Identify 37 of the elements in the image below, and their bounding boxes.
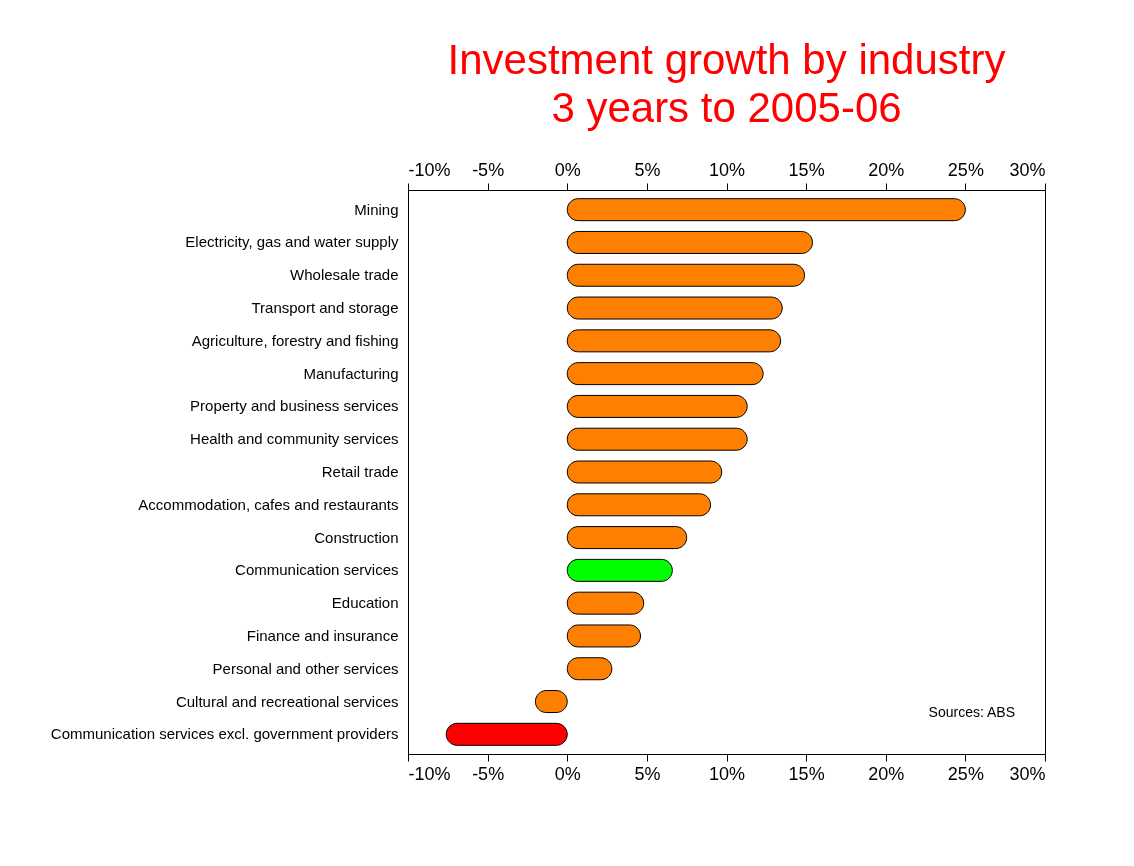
x2-tick-label: 20%	[868, 159, 905, 180]
x-tick-label: 20%	[868, 763, 905, 784]
y-tick-label: Accommodation, cafes and restaurants	[138, 495, 399, 513]
x2-tick-label: -10%	[408, 159, 451, 180]
x2-tick-label: 30%	[1009, 159, 1046, 180]
y-tick-label: Retail trade	[321, 463, 399, 480]
x-tick-label: -5%	[472, 763, 505, 784]
y-tick-label: Mining	[354, 200, 399, 218]
x-tick-label: 5%	[634, 763, 661, 784]
y-tick-label: Electricity, gas and water supply	[185, 233, 399, 251]
x2-tick-label: 10%	[708, 159, 746, 180]
x2-tick-label: 15%	[788, 159, 825, 180]
x2-tick-label: 25%	[947, 159, 984, 180]
y-tick-label: Wholesale trade	[290, 266, 399, 284]
x-tick-label: 15%	[788, 763, 825, 784]
y-tick-label: Education	[331, 594, 399, 612]
x2-tick-label: 0%	[554, 159, 581, 180]
y-tick-label: Finance and insurance	[246, 626, 399, 644]
x-tick-label: 30%	[1009, 763, 1046, 784]
y-tick-label: Personal and other services	[212, 659, 399, 677]
x2-tick-label: -5%	[472, 159, 505, 180]
y-tick-label: Transport and storage	[251, 299, 399, 317]
y-tick-label: Construction	[314, 528, 399, 546]
y-tick-label: Communication services	[235, 561, 399, 579]
x-tick-label: -10%	[408, 763, 451, 784]
x-tick-label: 10%	[708, 763, 746, 784]
x-tick-label: 25%	[947, 763, 984, 784]
chart-title: Investment growth by industry 3 years to 2005-06	[447, 36, 1006, 131]
y-tick-label: Property and business services	[190, 397, 399, 415]
x-tick-label: 0%	[554, 763, 581, 784]
y-tick-label: Health and community services	[190, 430, 399, 448]
x2-tick-label: 5%	[634, 159, 661, 180]
y-tick-label: Manufacturing	[303, 364, 399, 382]
y-tick-label: Communication services excl. government providers	[50, 725, 399, 743]
annotation: Sources: ABS	[928, 704, 1015, 720]
y-tick-label: Agriculture, forestry and fishing	[191, 331, 399, 349]
y-tick-label: Cultural and recreational services	[175, 692, 399, 710]
